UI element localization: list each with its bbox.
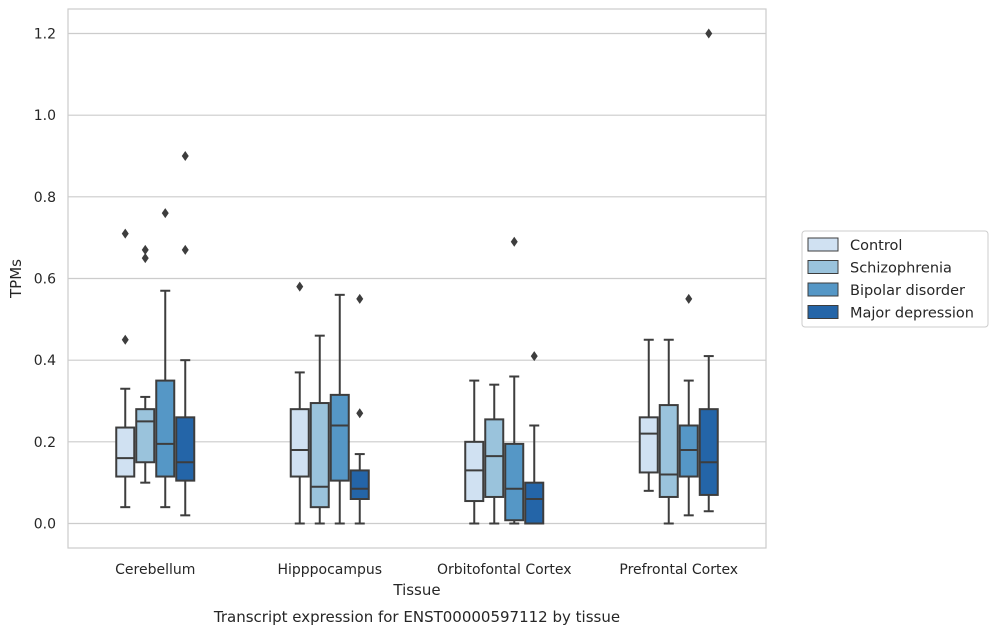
- outlier-point: [121, 228, 129, 239]
- box-group: [484, 383, 505, 525]
- x-tick-label: Hipppocampus: [277, 562, 382, 578]
- legend-swatch: [807, 282, 839, 297]
- box-group: [309, 334, 330, 525]
- outlier-point: [141, 244, 149, 255]
- box-iqr: [115, 426, 136, 478]
- outlier-point: [356, 293, 364, 304]
- box-iqr: [524, 481, 545, 525]
- legend-label: Major depression: [850, 306, 974, 322]
- box-iqr: [289, 408, 310, 478]
- outlier-point: [530, 351, 538, 362]
- x-tick-labels: Cerebellum Hipppocampus Orbitofontal Corte…: [115, 562, 738, 578]
- box-iqr: [309, 402, 330, 509]
- box-iqr: [698, 408, 719, 496]
- box-iqr: [175, 416, 196, 482]
- y-tick-label: 0.6: [34, 272, 56, 288]
- outlier-point: [296, 281, 304, 292]
- box-group: [698, 28, 719, 513]
- y-tick-label: 1.0: [34, 108, 56, 124]
- box-group: [658, 338, 679, 525]
- outlier-point: [510, 236, 518, 247]
- legend: Control Schizophrenia Bipolar disorder Majo…: [801, 230, 989, 328]
- box-group: [175, 151, 196, 517]
- box-iqr: [504, 442, 525, 522]
- y-tick-label: 0.4: [34, 353, 56, 369]
- legend-label: Schizophrenia: [850, 261, 952, 277]
- box-iqr: [484, 418, 505, 498]
- outlier-point: [121, 334, 129, 345]
- legend-swatch: [807, 260, 839, 274]
- box-group: [155, 208, 176, 509]
- box-group: [464, 379, 485, 525]
- x-axis-title: Tissue: [392, 581, 440, 599]
- legend-swatch: [807, 305, 839, 319]
- legend-label: Bipolar disorder: [850, 283, 965, 299]
- box-group: [115, 228, 136, 509]
- y-axis-title: TPMs: [7, 259, 25, 299]
- box-iqr: [464, 440, 485, 503]
- box-iqr: [135, 408, 156, 464]
- box-iqr: [638, 416, 659, 474]
- outlier-point: [685, 293, 693, 304]
- boxes: [115, 28, 719, 525]
- box-iqr: [329, 393, 350, 482]
- outlier-point: [705, 28, 713, 39]
- outlier-point: [356, 408, 364, 419]
- y-tick-label: 0.0: [34, 517, 56, 533]
- x-tick-label: Orbitofontal Cortex: [437, 562, 572, 578]
- box-group: [135, 244, 156, 484]
- x-tick-label: Prefrontal Cortex: [619, 562, 738, 578]
- y-tick-labels: 0.0 0.2 0.4 0.6 0.8 1.0 1.2: [34, 27, 56, 533]
- chart-caption: Transcript expression for ENST0000059711…: [213, 608, 620, 626]
- outlier-point: [141, 253, 149, 264]
- box-iqr: [349, 469, 370, 500]
- legend-frame: [801, 230, 989, 328]
- box-iqr: [155, 379, 176, 478]
- x-tick-label: Cerebellum: [115, 562, 195, 578]
- box-iqr: [678, 424, 699, 478]
- box-group: [289, 281, 310, 525]
- y-tick-label: 0.8: [34, 190, 56, 206]
- y-tick-label: 1.2: [34, 27, 56, 43]
- outlier-point: [181, 244, 189, 255]
- box-group: [678, 293, 699, 517]
- box-group: [349, 293, 370, 525]
- plot-frame: [67, 8, 767, 549]
- legend-label: Control: [850, 238, 902, 254]
- box-group: [504, 236, 525, 525]
- box-group: [329, 293, 350, 525]
- outlier-point: [181, 151, 189, 161]
- legend-swatch: [807, 237, 839, 252]
- outlier-point: [161, 208, 169, 219]
- box-group: [524, 351, 545, 525]
- y-tick-label: 0.2: [34, 435, 56, 451]
- box-iqr: [658, 404, 679, 498]
- box-group: [638, 338, 659, 492]
